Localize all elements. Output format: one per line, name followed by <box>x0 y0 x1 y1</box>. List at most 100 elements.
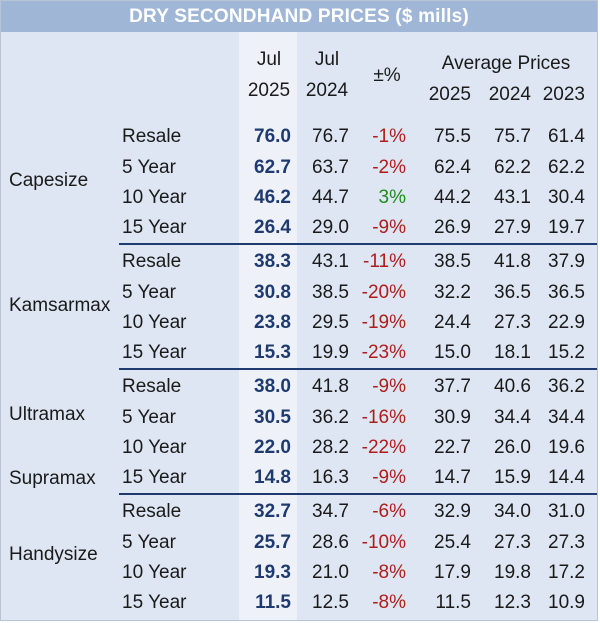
table-row: Resale 38.0 41.8 -9% 37.7 40.6 36.2 <box>1 372 597 402</box>
price-jul-2025: 62.7 <box>254 157 291 178</box>
change-percent: -23% <box>361 342 406 363</box>
avg-2024: 36.5 <box>494 282 531 303</box>
price-jul-2025: 38.0 <box>254 376 291 397</box>
price-jul-2024: 76.7 <box>312 126 349 147</box>
avg-2023: 31.0 <box>548 501 585 522</box>
table-row: 15 Year 26.4 29.0 -9% 26.9 27.9 19.7 <box>1 213 597 243</box>
group-separator <box>119 368 597 370</box>
group-label-supramax: Supramax <box>9 468 96 489</box>
change-percent: -19% <box>361 312 406 333</box>
avg-2024: 15.9 <box>494 467 531 488</box>
table-row: 5 Year 30.8 38.5 -20% 32.2 36.5 36.5 <box>1 278 597 308</box>
change-percent: -22% <box>361 437 406 458</box>
price-jul-2025: 22.0 <box>254 437 291 458</box>
price-jul-2025: 30.8 <box>254 282 291 303</box>
price-jul-2025: 14.8 <box>254 467 291 488</box>
change-percent: -9% <box>372 217 406 238</box>
avg-2023: 14.4 <box>548 467 585 488</box>
avg-2023: 15.2 <box>548 342 585 363</box>
avg-2023: 34.4 <box>548 407 585 428</box>
avg-2024: 27.9 <box>494 217 531 238</box>
table-row: Resale 32.7 34.7 -6% 32.9 34.0 31.0 <box>1 497 597 527</box>
header-avg-2023: 2023 <box>542 84 585 105</box>
avg-2025: 22.7 <box>434 437 471 458</box>
avg-2024: 40.6 <box>494 376 531 397</box>
table-title: DRY SECONDHAND PRICES ($ mills) <box>1 1 597 32</box>
price-jul-2024: 12.5 <box>312 592 349 613</box>
avg-2025: 25.4 <box>434 532 471 553</box>
price-jul-2025: 15.3 <box>254 342 291 363</box>
header-avg-2024: 2024 <box>488 84 531 105</box>
avg-2024: 34.0 <box>494 501 531 522</box>
header-jul2025-line1: Jul <box>256 49 282 70</box>
avg-2025: 30.9 <box>434 407 471 428</box>
group-label-ultramax: Ultramax <box>9 404 86 425</box>
group-label-handysize: Handysize <box>9 544 98 565</box>
table-row: Resale 38.3 43.1 -11% 38.5 41.8 37.9 <box>1 247 597 277</box>
avg-2024: 75.7 <box>494 126 531 147</box>
table-row: 15 Year 14.8 16.3 -9% 14.7 15.9 14.4 <box>1 463 597 493</box>
avg-2023: 10.9 <box>548 592 585 613</box>
age-label: 10 Year <box>122 187 187 208</box>
age-label: 15 Year <box>122 342 187 363</box>
table-row: 10 Year 19.3 21.0 -8% 17.9 19.8 17.2 <box>1 558 597 588</box>
avg-2023: 30.4 <box>548 187 585 208</box>
avg-2023: 22.9 <box>548 312 585 333</box>
price-jul-2024: 34.7 <box>312 501 349 522</box>
avg-2024: 18.1 <box>494 342 531 363</box>
avg-2025: 37.7 <box>434 376 471 397</box>
age-label: 15 Year <box>122 217 187 238</box>
price-jul-2024: 43.1 <box>312 251 349 272</box>
group-separator <box>119 493 597 495</box>
age-label: Resale <box>122 251 182 272</box>
price-jul-2024: 44.7 <box>312 187 349 208</box>
avg-2023: 27.3 <box>548 532 585 553</box>
change-percent: -8% <box>372 562 406 583</box>
avg-2025: 75.5 <box>434 126 471 147</box>
price-jul-2025: 25.7 <box>254 532 291 553</box>
change-percent: -11% <box>363 251 406 272</box>
change-percent: -10% <box>361 532 406 553</box>
price-jul-2025: 26.4 <box>254 217 291 238</box>
table-row: 15 Year 15.3 19.9 -23% 15.0 18.1 15.2 <box>1 338 597 368</box>
age-label: Resale <box>122 501 182 522</box>
price-jul-2024: 19.9 <box>312 342 349 363</box>
table-row: 5 Year 25.7 28.6 -10% 25.4 27.3 27.3 <box>1 528 597 558</box>
price-jul-2024: 36.2 <box>312 407 349 428</box>
avg-2023: 19.6 <box>548 437 585 458</box>
avg-2023: 61.4 <box>548 126 585 147</box>
avg-2025: 24.4 <box>434 312 471 333</box>
group-label-capesize: Capesize <box>9 170 89 191</box>
price-jul-2024: 38.5 <box>312 282 349 303</box>
avg-2024: 27.3 <box>494 312 531 333</box>
avg-2025: 62.4 <box>434 157 471 178</box>
age-label: 5 Year <box>122 282 176 303</box>
avg-2025: 14.7 <box>434 467 471 488</box>
price-jul-2024: 28.6 <box>312 532 349 553</box>
jul-2025-column-highlight <box>239 32 297 620</box>
age-label: 5 Year <box>122 407 176 428</box>
age-label: 10 Year <box>122 437 187 458</box>
change-percent: -16% <box>361 407 406 428</box>
avg-2025: 32.9 <box>434 501 471 522</box>
age-label: 15 Year <box>122 467 187 488</box>
avg-2023: 37.9 <box>548 251 585 272</box>
avg-2023: 19.7 <box>548 217 585 238</box>
change-percent: 3% <box>378 187 406 208</box>
table-row: 5 Year 30.5 36.2 -16% 30.9 34.4 34.4 <box>1 403 597 433</box>
avg-2024: 26.0 <box>494 437 531 458</box>
avg-2023: 17.2 <box>548 562 585 583</box>
change-percent: -2% <box>372 157 406 178</box>
age-label: 5 Year <box>122 532 176 553</box>
price-jul-2024: 29.0 <box>312 217 349 238</box>
table-row: 10 Year 22.0 28.2 -22% 22.7 26.0 19.6 <box>1 433 597 463</box>
price-jul-2025: 11.5 <box>255 592 291 613</box>
header-jul2024-line1: Jul <box>314 49 340 70</box>
price-jul-2024: 41.8 <box>312 376 349 397</box>
price-jul-2024: 16.3 <box>312 467 349 488</box>
header-change: ±% <box>373 65 401 86</box>
avg-2023: 62.2 <box>548 157 585 178</box>
age-label: 10 Year <box>122 562 187 583</box>
avg-2024: 34.4 <box>494 407 531 428</box>
